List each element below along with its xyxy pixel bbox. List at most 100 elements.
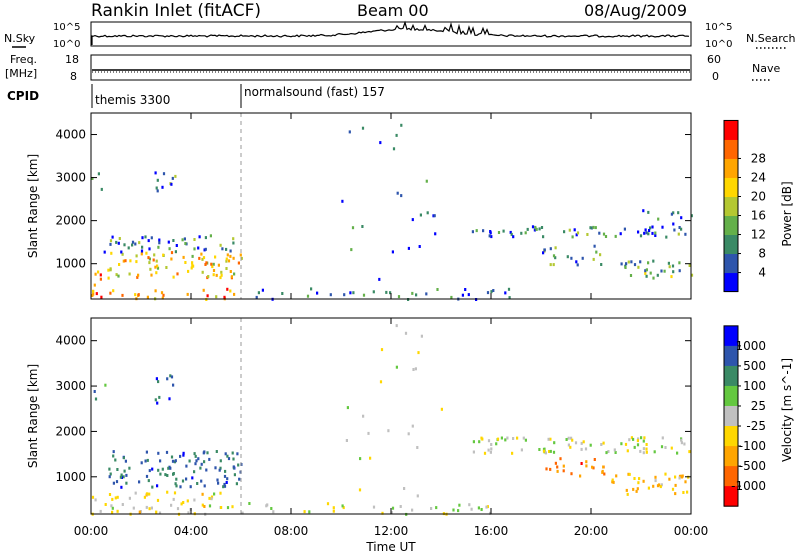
scatter-cell	[181, 238, 184, 242]
scatter-cell	[154, 398, 157, 402]
scatter-cell	[158, 511, 162, 515]
scatter-cell	[107, 268, 110, 272]
scatter-cell	[236, 452, 239, 456]
scatter-cell	[241, 511, 244, 515]
scatter-cell	[579, 474, 582, 478]
scatter-cell	[591, 465, 594, 469]
colorbar-swatch	[724, 405, 738, 427]
scatter-cell	[215, 295, 218, 299]
scatter-cell	[636, 487, 639, 491]
scatter-cell	[134, 242, 137, 246]
scatter-cell	[487, 448, 490, 452]
scatter-cell	[644, 271, 647, 275]
scatter-cell	[154, 171, 157, 175]
scatter-cell	[680, 441, 683, 445]
scatter-cell	[647, 232, 650, 236]
scatter-cell	[182, 451, 185, 455]
scatter-cell	[149, 267, 152, 271]
scatter-cell	[623, 227, 626, 231]
scatter-cell	[590, 226, 593, 230]
scatter-cell	[627, 472, 630, 476]
scatter-cell	[194, 462, 197, 466]
velocity-ylabel: Slant Range [km]	[26, 364, 40, 468]
velocity-panel: 1000 2000 3000 4000 Slant Range [km] 1000 50…	[26, 317, 794, 516]
scatter-cell	[167, 466, 170, 470]
scatter-cell	[175, 477, 178, 481]
scatter-cell	[93, 390, 96, 393]
scatter-cell	[506, 436, 509, 440]
scatter-cell	[229, 254, 232, 258]
scatter-cell	[332, 509, 335, 513]
colorbar-tick-label: 20	[751, 189, 766, 203]
scatter-cell	[108, 493, 112, 496]
scatter-cell	[512, 235, 515, 239]
scatter-cell	[140, 249, 144, 253]
scatter-cell	[174, 482, 177, 486]
scatter-cell	[226, 477, 229, 481]
scatter-cell	[604, 235, 608, 238]
colorbar-swatch	[724, 139, 738, 159]
scatter-cell	[94, 397, 98, 401]
scatter-cell	[487, 439, 491, 443]
scatter-cell	[117, 241, 120, 245]
scatter-cell	[201, 270, 204, 274]
scatter-cell	[145, 450, 148, 454]
scatter-cell	[162, 172, 166, 176]
scatter-cell	[620, 442, 623, 446]
scatter-cell	[630, 436, 633, 440]
scatter-cell	[193, 247, 196, 251]
scatter-cell	[660, 269, 663, 273]
scatter-cell	[144, 459, 147, 463]
velocity-plot-frame	[91, 318, 691, 514]
scatter-cell	[91, 294, 94, 297]
scatter-cell	[212, 273, 215, 277]
colorbar-swatch	[724, 325, 738, 347]
scatter-cell	[649, 226, 652, 230]
scatter-cell	[272, 510, 275, 514]
scatter-cell	[362, 414, 365, 418]
scatter-cell	[147, 239, 150, 243]
scatter-cell	[661, 225, 664, 229]
nsearch-tick-bottom: 10^0	[705, 39, 732, 50]
colorbar-tick-label: 28	[751, 151, 766, 165]
colorbar-swatch	[724, 365, 738, 387]
scatter-cell	[593, 458, 596, 461]
scatter-cell	[614, 451, 617, 454]
scatter-cell	[395, 133, 398, 137]
scatter-cell	[170, 503, 173, 507]
scatter-cell	[233, 272, 236, 276]
scatter-cell	[145, 474, 149, 478]
scatter-cell	[378, 277, 381, 281]
scatter-cell	[137, 293, 140, 297]
scatter-cell	[369, 456, 372, 460]
scatter-cell	[381, 511, 384, 515]
scatter-cell	[573, 228, 576, 232]
scatter-cell	[119, 475, 122, 479]
scatter-cell	[201, 257, 204, 261]
scatter-cell	[231, 505, 234, 509]
scatter-cell	[128, 466, 131, 470]
scatter-cell	[166, 490, 169, 494]
noise-panel: N.Sky 10^5 10^0 10^5 10^0 N.Search	[4, 20, 796, 50]
scatter-cell	[549, 467, 552, 471]
scatter-cell	[136, 275, 139, 279]
scatter-cell	[215, 450, 218, 453]
scatter-cell	[540, 226, 544, 229]
scatter-cell	[372, 290, 375, 294]
scatter-cell	[674, 492, 677, 496]
scatter-cell	[123, 243, 126, 247]
scatter-cell	[411, 291, 414, 295]
scatter-cell	[613, 448, 616, 452]
scatter-cell	[146, 295, 149, 299]
colorbar-swatch	[724, 466, 738, 487]
scatter-cell	[208, 504, 212, 508]
scatter-cell	[637, 437, 640, 441]
scatter-cell	[229, 270, 232, 273]
scatter-cell	[161, 185, 164, 189]
nsearch-label: N.Search	[746, 32, 796, 45]
scatter-cell	[194, 454, 197, 458]
scatter-cell	[109, 291, 112, 295]
scatter-cell	[663, 269, 666, 273]
scatter-cell	[225, 267, 228, 270]
scatter-cell	[94, 498, 97, 502]
